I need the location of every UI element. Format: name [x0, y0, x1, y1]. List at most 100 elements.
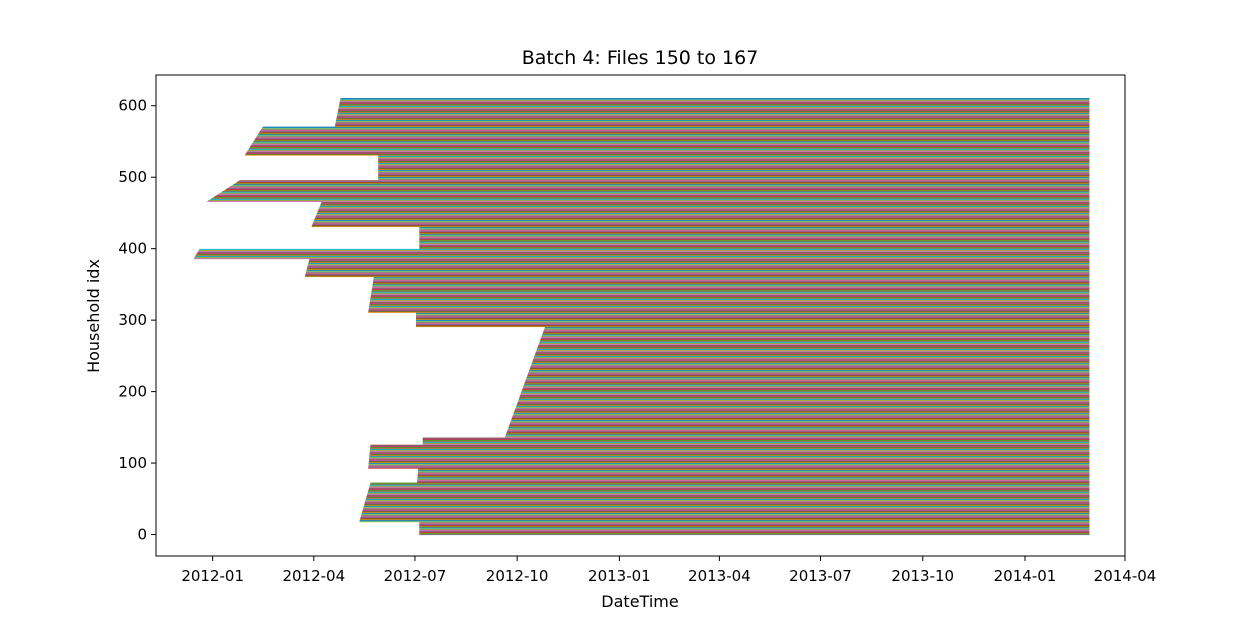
household-line	[364, 504, 1090, 506]
household-line	[340, 98, 1090, 100]
household-line	[305, 272, 1090, 274]
household-line	[539, 341, 1090, 343]
household-line	[535, 353, 1090, 355]
household-line	[422, 439, 1090, 441]
household-line	[535, 351, 1090, 353]
household-line	[313, 221, 1090, 223]
household-line	[245, 153, 1090, 155]
household-line	[360, 516, 1090, 518]
household-line	[247, 150, 1090, 152]
household-line	[369, 455, 1090, 457]
household-line	[312, 223, 1090, 225]
household-line	[532, 361, 1090, 363]
household-line	[528, 372, 1090, 374]
household-line	[368, 461, 1090, 463]
household-line	[193, 258, 1090, 260]
household-line	[378, 161, 1090, 163]
household-line	[521, 391, 1090, 393]
household-line	[317, 212, 1090, 214]
household-line	[525, 378, 1090, 380]
household-line	[246, 152, 1090, 154]
household-line	[417, 479, 1090, 481]
household-line	[416, 316, 1090, 318]
household-line	[419, 236, 1090, 238]
household-line	[214, 195, 1090, 198]
household-line	[509, 425, 1090, 427]
household-line	[306, 268, 1090, 270]
household-line	[308, 263, 1090, 265]
household-line	[416, 318, 1090, 320]
household-line	[378, 170, 1090, 172]
household-line	[373, 277, 1090, 279]
household-line	[510, 421, 1090, 423]
household-line	[419, 248, 1090, 250]
chart-title: Batch 4: Files 150 to 167	[522, 47, 759, 69]
household-line	[422, 442, 1090, 444]
household-line	[335, 125, 1090, 127]
household-line	[368, 465, 1090, 467]
household-line	[254, 138, 1090, 140]
household-line	[517, 403, 1090, 405]
household-line	[219, 193, 1090, 195]
household-line	[210, 198, 1090, 200]
household-line	[419, 529, 1090, 531]
x-tick-label: 2012-07	[384, 567, 447, 585]
household-line	[524, 381, 1090, 383]
household-line	[336, 119, 1090, 121]
household-line	[320, 203, 1090, 205]
household-line	[378, 157, 1090, 159]
household-line	[336, 115, 1090, 117]
household-line	[419, 246, 1090, 248]
household-line	[369, 306, 1090, 308]
household-line	[523, 386, 1090, 388]
household-line	[519, 397, 1090, 399]
household-line	[373, 278, 1090, 280]
household-line	[541, 335, 1090, 337]
household-line	[338, 109, 1090, 111]
household-line	[516, 406, 1090, 408]
household-line	[368, 311, 1090, 313]
household-line	[537, 347, 1090, 349]
household-line	[313, 220, 1090, 222]
household-line	[509, 423, 1090, 426]
household-line	[337, 115, 1090, 117]
household-line	[368, 489, 1090, 491]
household-line	[378, 160, 1090, 162]
household-line	[369, 485, 1090, 487]
household-line	[504, 436, 1090, 438]
household-line	[259, 132, 1090, 134]
plot-frame	[155, 74, 1126, 557]
household-line	[368, 490, 1090, 492]
household-line	[371, 292, 1090, 294]
household-line	[524, 383, 1090, 385]
y-tick-label: 100	[118, 454, 147, 472]
household-line	[419, 228, 1090, 230]
household-line	[368, 488, 1090, 490]
household-line	[535, 352, 1090, 354]
household-line	[335, 123, 1090, 125]
household-line	[370, 298, 1090, 300]
household-line	[372, 287, 1090, 289]
household-line	[361, 513, 1090, 515]
household-line	[378, 168, 1090, 170]
household-line	[419, 531, 1090, 533]
x-axis-label: DateTime	[601, 592, 678, 611]
household-line	[512, 414, 1090, 416]
household-line	[367, 492, 1090, 494]
household-line	[307, 266, 1090, 268]
x-tick-label: 2013-01	[588, 567, 651, 585]
household-line	[213, 196, 1090, 198]
household-line	[369, 456, 1090, 458]
household-line	[370, 482, 1090, 484]
household-line	[369, 451, 1090, 453]
household-line	[419, 240, 1090, 242]
household-line	[534, 356, 1090, 358]
household-line	[507, 431, 1090, 433]
household-line	[505, 433, 1090, 436]
household-line	[262, 126, 1090, 128]
household-line	[522, 388, 1090, 390]
household-line	[338, 108, 1090, 110]
household-line	[422, 443, 1090, 446]
household-line	[339, 104, 1090, 106]
